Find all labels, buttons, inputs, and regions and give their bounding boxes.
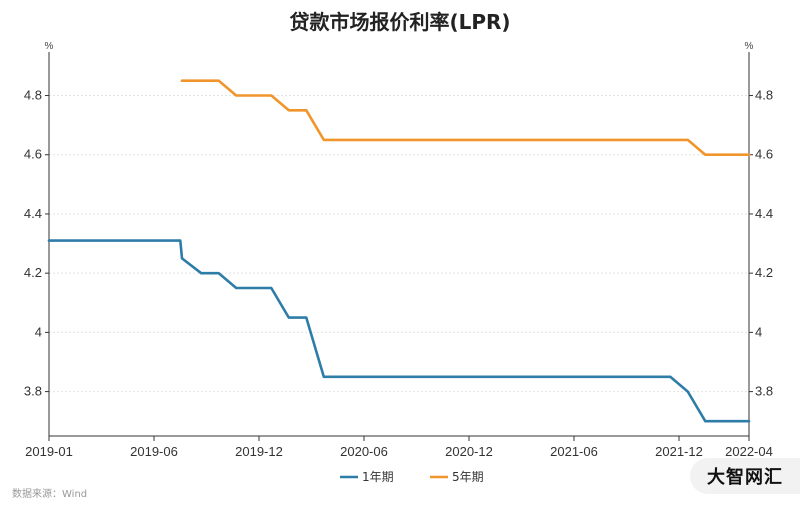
y-tick-label-right: 4 [755, 324, 762, 339]
y-tick-label-right: 3.8 [755, 384, 773, 399]
legend-label: 1年期 [362, 470, 394, 484]
y-tick-label-left: 4 [35, 324, 42, 339]
chart-title: 贷款市场报价利率(LPR) [289, 10, 510, 34]
x-tick-label: 2020-06 [340, 444, 388, 459]
y-tick-label-left: 4.6 [24, 147, 42, 162]
y-tick-label-left: 4.8 [24, 88, 42, 103]
source-note: 数据来源：Wind [12, 489, 88, 500]
left-axis-unit: % [45, 41, 54, 52]
y-tick-label-left: 4.4 [24, 206, 42, 221]
y-tick-label-left: 4.2 [24, 265, 42, 280]
legend-label: 5年期 [452, 470, 484, 484]
y-tick-label-right: 4.4 [755, 206, 773, 221]
y-tick-label-right: 4.6 [755, 147, 773, 162]
x-tick-label: 2019-12 [235, 444, 283, 459]
legend: 1年期 5年期 [340, 470, 484, 484]
grid-lines [49, 95, 749, 393]
series-lines [47, 79, 751, 423]
y-tick-label-right: 4.2 [755, 265, 773, 280]
x-tick-label: 2022-04 [725, 444, 773, 459]
y-tick-label-right: 4.8 [755, 88, 773, 103]
x-tick-label: 2021-12 [655, 444, 703, 459]
tick-labels: 3.8 3.8 4 4 4.2 4.2 4.4 4.4 4.6 4.6 4.8 4.8 2019-01 2… [24, 88, 773, 459]
x-tick-label: 2019-01 [25, 444, 73, 459]
series-line-1y [47, 239, 751, 423]
right-axis-unit: % [745, 41, 754, 52]
x-tick-label: 2021-06 [550, 444, 598, 459]
x-tick-label: 2020-12 [445, 444, 493, 459]
y-tick-label-left: 3.8 [24, 384, 42, 399]
series-line-5y [180, 79, 751, 156]
axes [45, 52, 753, 441]
x-tick-label: 2019-06 [130, 444, 178, 459]
brand-logo: 大智网汇 [690, 458, 800, 494]
